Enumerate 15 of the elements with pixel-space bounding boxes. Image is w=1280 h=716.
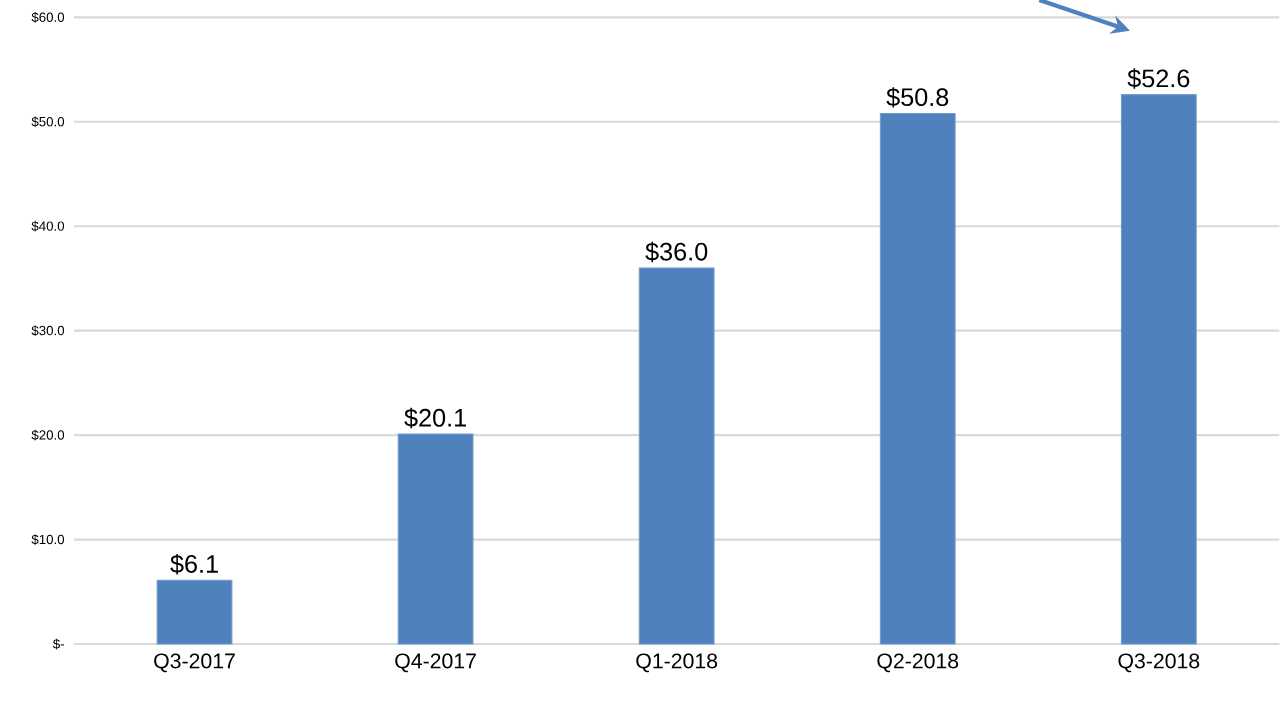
bar — [879, 112, 956, 645]
x-tick-label: Q3-2018 — [1118, 653, 1200, 673]
data-label: $50.8 — [886, 87, 949, 108]
bar — [638, 267, 715, 645]
x-tick-label: Q4-2017 — [395, 653, 476, 673]
data-label: $20.1 — [404, 407, 466, 429]
data-label: $6.1 — [170, 553, 218, 575]
data-label: $52.6 — [1127, 68, 1190, 89]
x-tick-label: Q2-2018 — [877, 653, 959, 673]
x-tick-label: Q1-2018 — [636, 653, 718, 673]
bar — [397, 433, 474, 645]
bar — [1120, 94, 1197, 645]
x-tick-label: Q3-2017 — [154, 653, 235, 673]
data-label: $36.0 — [645, 241, 708, 263]
bar — [156, 579, 233, 645]
